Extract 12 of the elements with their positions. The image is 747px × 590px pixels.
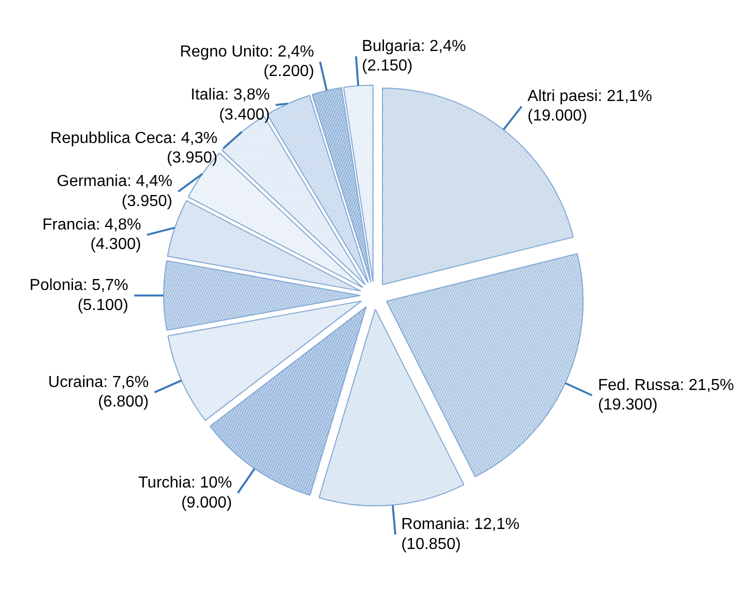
slice-label: Francia: 4,8% (4.300) (42, 216, 142, 254)
slice-label: Altri paesi: 21,1% (19.000) (528, 88, 652, 125)
slice-label: Italia: 3,8% (3.400) (190, 86, 270, 124)
slice-label: Repubblica Ceca: 4,3% (3.950) (50, 130, 218, 167)
slice-label: Germania: 4,4% (3.950) (56, 173, 172, 210)
slice-label: Turchia: 10% (9.000) (138, 474, 232, 512)
slice-label: Fed. Russa: 21,5% (19.300) (598, 377, 734, 414)
slice-label: Polonia: 5,7% (5.100) (30, 277, 128, 314)
slice-label: Bulgaria: 2,4% (2.150) (362, 38, 466, 75)
slice-label: Romania: 12,1% (10.850) (401, 516, 520, 553)
slice-label: Ucraina: 7,6% (6.800) (48, 374, 149, 411)
slice-label: Regno Unito: 2,4% (2.200) (180, 43, 314, 80)
